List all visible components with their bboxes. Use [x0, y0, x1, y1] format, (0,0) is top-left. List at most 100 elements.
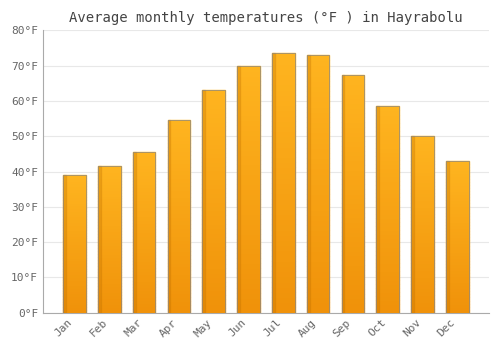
- Bar: [446, 194, 468, 197]
- Bar: [63, 219, 86, 222]
- Bar: [237, 303, 260, 308]
- Bar: [446, 161, 468, 313]
- Bar: [272, 276, 294, 281]
- Bar: [272, 157, 294, 162]
- Bar: [237, 150, 260, 155]
- Bar: [98, 310, 120, 313]
- Bar: [202, 153, 225, 157]
- Bar: [237, 239, 260, 244]
- Bar: [342, 260, 364, 265]
- Bar: [376, 230, 399, 234]
- Bar: [446, 255, 468, 258]
- Bar: [63, 252, 86, 255]
- Bar: [272, 74, 294, 79]
- Bar: [307, 102, 330, 107]
- Bar: [168, 186, 190, 190]
- Bar: [168, 278, 190, 282]
- Bar: [98, 187, 120, 190]
- Bar: [411, 285, 434, 288]
- Bar: [307, 184, 330, 189]
- Bar: [133, 306, 156, 309]
- Bar: [446, 307, 468, 310]
- Bar: [342, 232, 364, 237]
- Bar: [376, 164, 399, 168]
- Bar: [411, 136, 434, 140]
- Bar: [307, 287, 330, 292]
- Bar: [307, 153, 330, 158]
- Bar: [98, 216, 120, 219]
- Bar: [202, 233, 225, 237]
- Bar: [376, 288, 399, 292]
- Bar: [98, 289, 120, 292]
- Bar: [446, 176, 468, 179]
- Bar: [342, 141, 364, 146]
- Bar: [376, 284, 399, 288]
- Bar: [202, 104, 225, 108]
- Bar: [168, 174, 190, 178]
- Bar: [411, 277, 434, 281]
- Bar: [376, 110, 399, 114]
- Bar: [446, 240, 468, 243]
- Bar: [202, 259, 225, 264]
- Bar: [237, 120, 260, 125]
- Bar: [446, 252, 468, 255]
- Bar: [446, 264, 468, 267]
- Bar: [411, 207, 434, 210]
- Bar: [98, 275, 120, 278]
- Bar: [237, 85, 260, 90]
- Bar: [272, 173, 294, 178]
- Bar: [237, 248, 260, 253]
- Bar: [133, 191, 156, 194]
- Bar: [133, 175, 156, 178]
- Bar: [202, 246, 225, 250]
- Bar: [168, 297, 190, 301]
- Bar: [237, 214, 260, 219]
- Bar: [237, 66, 240, 313]
- Bar: [237, 80, 260, 85]
- Bar: [342, 303, 364, 308]
- Bar: [342, 84, 364, 89]
- Bar: [342, 132, 364, 136]
- Bar: [272, 224, 294, 230]
- Bar: [237, 66, 260, 313]
- Bar: [168, 205, 190, 209]
- Bar: [376, 176, 399, 181]
- Bar: [237, 219, 260, 224]
- Bar: [411, 200, 434, 203]
- Bar: [376, 127, 399, 131]
- Bar: [98, 304, 120, 307]
- Bar: [98, 178, 120, 181]
- Bar: [63, 178, 86, 181]
- Bar: [411, 136, 414, 313]
- Bar: [98, 301, 120, 304]
- Bar: [376, 144, 399, 148]
- Bar: [168, 293, 190, 297]
- Bar: [98, 298, 120, 301]
- Bar: [202, 264, 225, 268]
- Bar: [342, 75, 364, 313]
- Bar: [98, 307, 120, 310]
- Bar: [376, 226, 399, 230]
- Bar: [446, 246, 468, 249]
- Bar: [98, 263, 120, 266]
- Bar: [376, 243, 399, 247]
- Bar: [237, 164, 260, 169]
- Bar: [98, 269, 120, 272]
- Bar: [307, 266, 330, 272]
- Bar: [98, 166, 120, 169]
- Bar: [202, 108, 225, 113]
- Bar: [307, 240, 330, 246]
- Bar: [272, 162, 294, 167]
- Bar: [446, 170, 468, 173]
- Bar: [237, 194, 260, 199]
- Bar: [342, 170, 364, 175]
- Bar: [307, 122, 330, 127]
- Bar: [202, 241, 225, 246]
- Bar: [168, 163, 190, 167]
- Bar: [63, 175, 86, 178]
- Bar: [376, 139, 399, 144]
- Bar: [133, 268, 156, 271]
- Bar: [446, 197, 468, 201]
- Bar: [342, 194, 364, 198]
- Bar: [411, 228, 434, 231]
